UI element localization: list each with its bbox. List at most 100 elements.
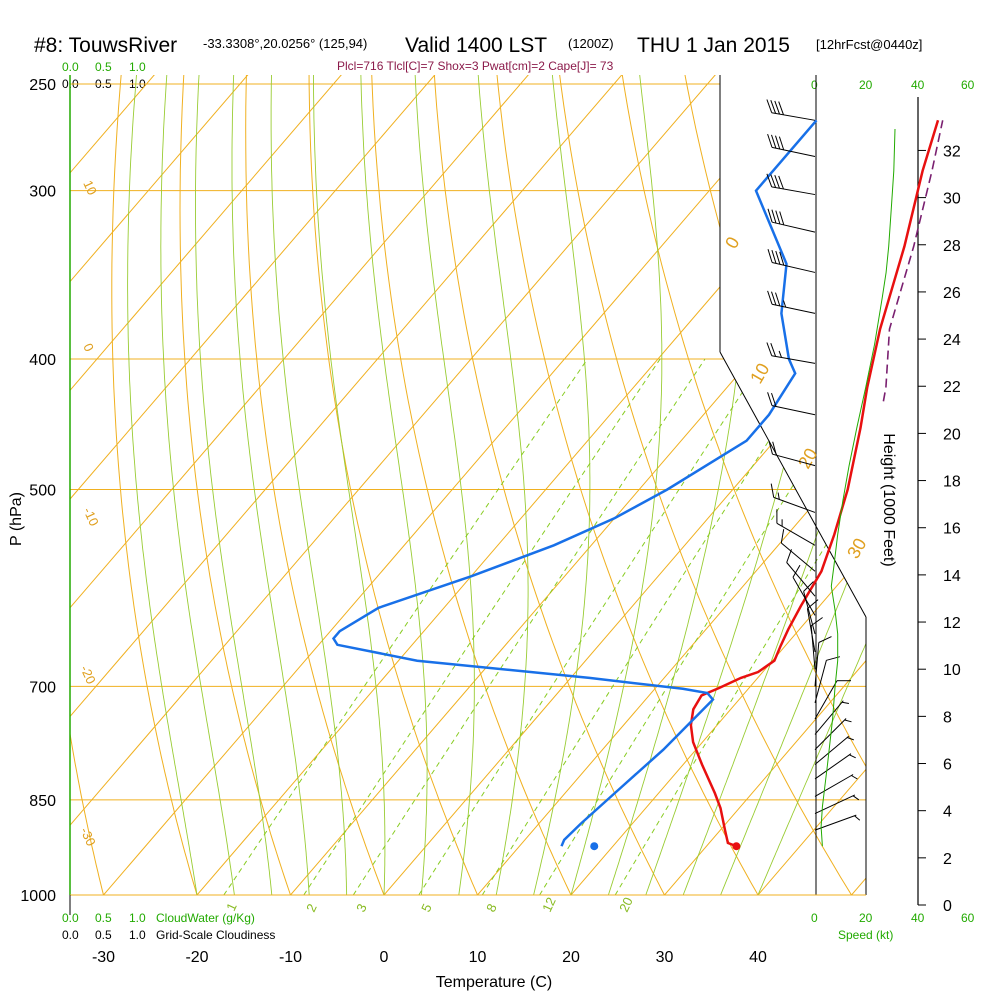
barb-feather xyxy=(766,99,773,113)
barb-feather xyxy=(771,291,777,306)
barb-feather xyxy=(774,175,780,189)
moist-adiabat-line xyxy=(231,75,310,895)
mixing-ratio-line xyxy=(481,358,822,895)
barb-feather xyxy=(774,100,780,115)
cw-tick-bot-2: 1.0 xyxy=(129,911,146,925)
barb-staff xyxy=(814,814,857,831)
dry-adiabat-line xyxy=(428,75,681,895)
barb-half-feather xyxy=(777,492,780,500)
wind-barb xyxy=(766,342,816,364)
moist-adiabat-line xyxy=(645,75,848,895)
wind-barb xyxy=(768,440,816,467)
barb-feather xyxy=(771,209,777,224)
pressure-tick-label: 1000 xyxy=(20,888,56,905)
cloudiness-title: Grid-Scale Cloudiness xyxy=(156,928,275,942)
wind-barb xyxy=(770,483,816,513)
top-speed-scale: 0 20 40 60 xyxy=(811,78,975,92)
dry-adiabat-line xyxy=(245,75,396,895)
moist-adiabat-line xyxy=(533,75,591,895)
stability-indices: Plcl=716 Tlcl[C]=7 Shox=3 Pwat[cm]=2 Cap… xyxy=(337,59,614,73)
mixing-ratio-line xyxy=(303,358,661,895)
barb-staff xyxy=(814,753,852,780)
barb-feather xyxy=(767,290,773,305)
dry-adiabat-line xyxy=(308,75,491,895)
wind-barb xyxy=(767,290,816,314)
moist-adiabat-label: 30 xyxy=(843,535,870,562)
wind-barb xyxy=(814,718,852,751)
moist-adiabat-line xyxy=(313,75,386,895)
moist-adiabat-line xyxy=(160,75,235,895)
wind-barb xyxy=(767,208,816,233)
barb-staff xyxy=(771,112,816,121)
surface-temperature-point xyxy=(732,842,741,851)
barb-feather xyxy=(770,174,777,188)
barb-feather xyxy=(770,100,777,114)
moist-adiabat-label: 10 xyxy=(746,360,773,387)
wind-barb xyxy=(814,794,860,814)
spd-tick-top-1: 20 xyxy=(859,78,873,92)
isotherm-line xyxy=(70,75,778,895)
isotherm-line xyxy=(70,75,685,895)
height-tick-label: 20 xyxy=(943,426,961,443)
wind-barb xyxy=(814,753,856,780)
spd-tick-top-2: 40 xyxy=(911,78,925,92)
dry-adiabat-line xyxy=(547,75,866,895)
spd-tick-top-0: 0 xyxy=(811,78,818,92)
height-tick-label: 6 xyxy=(943,757,952,774)
barb-staff xyxy=(771,186,816,196)
wind-barb xyxy=(814,735,854,765)
mixing-ratio-label: 8 xyxy=(483,901,500,914)
barb-feather xyxy=(803,581,814,592)
moist-adiabat-line xyxy=(195,75,273,895)
temperature-axis-label: Temperature (C) xyxy=(436,974,552,991)
forecast-label: [12hrFcst@0440z] xyxy=(816,37,922,52)
barb-feather xyxy=(771,249,777,264)
wind-barb xyxy=(810,617,823,670)
barb-staff xyxy=(814,794,856,814)
barb-half-feather xyxy=(844,719,852,723)
height-tick-label: 10 xyxy=(943,662,961,679)
temperature-tick-label: 20 xyxy=(562,949,580,966)
cw-tick-top-2: 1.0 xyxy=(129,60,146,74)
isotherm-line xyxy=(196,75,866,895)
barb-half-feather xyxy=(778,350,782,358)
barb-feather xyxy=(767,249,773,263)
barb-staff xyxy=(814,660,827,703)
pressure-axis: 1000 850 700 500 400 300 250 xyxy=(20,77,56,905)
barb-feather xyxy=(775,292,781,307)
dry-adiabat-line xyxy=(111,75,207,895)
mixing-ratio-label: 2 xyxy=(303,901,320,914)
spd-tick-top-3: 60 xyxy=(961,78,975,92)
dry-adiabat-line xyxy=(665,75,866,895)
barb-staff xyxy=(810,625,816,670)
mixing-ratio-line xyxy=(352,358,706,895)
barb-feather xyxy=(775,135,781,150)
moist-adiabat-line xyxy=(471,75,529,895)
wind-barb xyxy=(792,564,816,616)
barb-half-feather xyxy=(841,701,849,704)
wind-barb xyxy=(786,549,816,597)
barb-staff xyxy=(776,522,816,546)
height-tick-label: 8 xyxy=(943,709,952,726)
isotherm-line xyxy=(383,75,866,895)
isotherm-line xyxy=(103,75,866,895)
isotherm-line xyxy=(70,75,217,895)
spd-tick-bot-0: 0 xyxy=(811,911,818,925)
mixing-ratio-line xyxy=(614,358,866,895)
cl-tick-bot-2: 1.0 xyxy=(129,928,146,942)
moist-adiabat-line xyxy=(757,75,866,895)
moist-adiabat-line xyxy=(270,75,348,895)
pressure-tick-label: 500 xyxy=(29,483,56,500)
barb-half-feather xyxy=(854,815,861,821)
barb-half-feather xyxy=(852,795,860,801)
barb-staff xyxy=(803,591,816,635)
moist-adiabat-label: 0 xyxy=(721,233,743,252)
dry-adiabat-line xyxy=(606,75,866,895)
height-axis-label: Height (1000 Feet) xyxy=(880,433,897,566)
dry-adiabat-line xyxy=(724,75,866,895)
top-cloudwater-scale: 0.0 0.5 1.0 0.0 0.5 1.0 xyxy=(62,60,146,91)
pressure-tick-label: 300 xyxy=(29,184,56,201)
wind-barb xyxy=(814,774,858,797)
barb-feather xyxy=(771,392,777,407)
pressure-tick-label: 250 xyxy=(29,77,56,94)
